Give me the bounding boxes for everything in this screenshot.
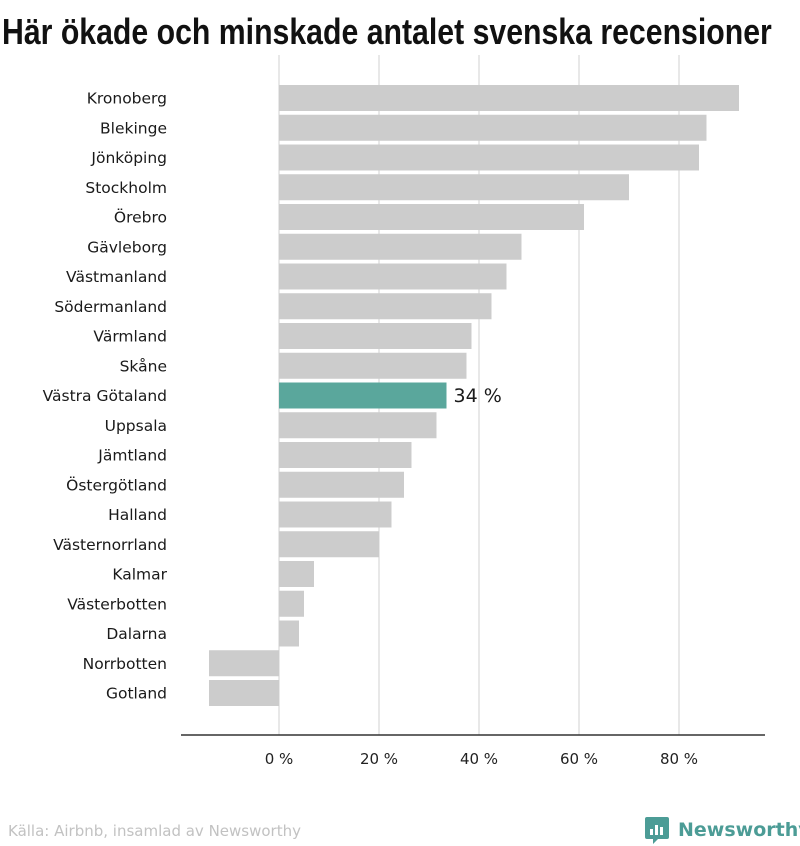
source-note: Källa: Airbnb, insamlad av Newsworthy — [8, 822, 301, 840]
value-label: 34 % — [454, 385, 502, 407]
category-labels: Kronoberg Blekinge Jönköping Stockholm Örebr… — [43, 90, 168, 703]
category-label: Örebro — [114, 208, 167, 227]
bar — [279, 85, 739, 111]
bar — [279, 293, 492, 320]
category-label: Skåne — [120, 357, 167, 375]
category-label: Östergötland — [66, 475, 167, 494]
category-label: Västernorrland — [53, 536, 167, 554]
bar — [209, 680, 279, 706]
bar — [279, 561, 314, 587]
bar — [279, 114, 707, 141]
category-label: Gävleborg — [87, 238, 167, 256]
bar — [279, 382, 447, 409]
bar — [279, 323, 472, 349]
category-label: Halland — [108, 506, 167, 524]
category-label: Kronoberg — [87, 90, 167, 108]
newsworthy-logo: Newsworthy — [644, 814, 800, 846]
bar — [279, 144, 699, 171]
bar — [279, 233, 522, 260]
category-label: Uppsala — [105, 417, 167, 435]
bar — [209, 650, 279, 677]
bar — [279, 590, 304, 617]
bar — [279, 412, 437, 439]
x-tick-label: 40 % — [460, 750, 498, 768]
bar — [279, 501, 392, 528]
category-label: Värmland — [93, 328, 167, 346]
category-label: Västerbotten — [67, 595, 167, 613]
bar — [279, 620, 299, 647]
bar — [279, 442, 412, 468]
bar — [279, 471, 404, 498]
x-tick-label: 20 % — [360, 750, 398, 768]
bar-chart: Kronoberg Blekinge Jönköping Stockholm Örebr… — [43, 55, 765, 768]
newsworthy-logo-icon — [645, 817, 669, 844]
chart-title: Här ökade och minskade antalet svenska r… — [2, 11, 772, 52]
x-tick-label: 80 % — [660, 750, 698, 768]
bars — [209, 85, 739, 706]
category-label: Norrbotten — [83, 655, 167, 673]
category-label: Västmanland — [66, 268, 167, 286]
x-tick-label: 60 % — [560, 750, 598, 768]
category-label: Blekinge — [100, 119, 167, 137]
bar — [279, 204, 584, 230]
category-label: Södermanland — [54, 298, 167, 316]
x-tick-label: 0 % — [265, 750, 294, 768]
category-label: Jämtland — [97, 447, 167, 465]
category-label: Stockholm — [85, 179, 167, 197]
value-labels: 34 % — [454, 385, 502, 407]
category-label: Kalmar — [112, 566, 167, 584]
category-label: Gotland — [106, 685, 167, 703]
x-tick-labels: 0 % 20 % 40 % 60 % 80 % — [265, 750, 698, 768]
bar — [279, 174, 629, 201]
bar — [279, 531, 379, 558]
bar — [279, 263, 507, 290]
category-label: Dalarna — [106, 625, 167, 643]
category-label: Jönköping — [90, 149, 167, 167]
brand-name: Newsworthy — [678, 819, 800, 841]
bar — [279, 352, 467, 379]
category-label: Västra Götaland — [43, 387, 167, 405]
